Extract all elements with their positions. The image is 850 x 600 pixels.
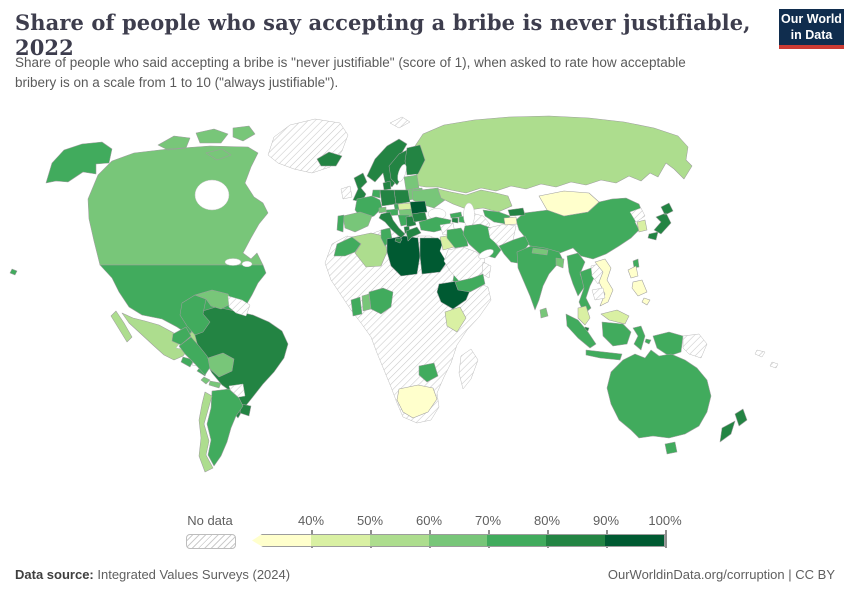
legend-tick-40: 40% [297,513,325,528]
region-algeria[interactable] [351,232,388,268]
persian-gulf-water [478,249,494,259]
footer-datasource: Data source: Integrated Values Surveys (… [15,567,290,582]
region-saudi-arabia[interactable] [443,246,487,283]
great-lakes-water2 [241,260,253,268]
legend-no-data-swatch[interactable] [186,534,236,549]
region-romania[interactable] [409,200,428,215]
legend-segment-40-50[interactable] [310,534,370,547]
region-ireland[interactable] [340,185,353,200]
region-bolivia[interactable] [207,352,235,378]
region-philippines[interactable] [627,265,651,306]
legend-tick-60: 60% [415,513,443,528]
region-panama[interactable] [208,380,222,389]
legend-segment-90-100[interactable] [605,534,666,547]
region-japan[interactable] [647,202,674,241]
page-subtitle: Share of people who said accepting a bri… [15,55,686,91]
region-kazakhstan[interactable] [437,188,513,213]
region-nepal[interactable] [531,247,549,256]
region-north-korea[interactable] [629,207,646,223]
region-mongolia[interactable] [538,190,600,217]
legend-segment-lt40[interactable] [252,534,311,547]
region-sri-lanka[interactable] [539,307,549,319]
region-germany[interactable] [379,189,397,207]
owid-logo-line2: in Data [790,28,833,42]
region-armenia[interactable] [451,217,459,224]
region-poland[interactable] [393,189,411,205]
legend-segment-80-90[interactable] [546,534,606,547]
footer-license: | CC BY [784,567,835,582]
region-costa-rica[interactable] [200,376,211,385]
region-switzerland[interactable] [378,206,387,214]
footer-datasource-label: Data source: [15,567,94,582]
region-zimbabwe[interactable] [418,362,439,383]
owid-logo: Our World in Data [779,9,844,49]
region-south-africa[interactable] [396,384,438,419]
region-oman[interactable] [481,261,492,279]
region-papua-new-guinea[interactable] [682,333,708,359]
owid-logo-line1: Our World [781,11,842,26]
page-title: Share of people who say accepting a brib… [15,10,751,60]
world-map-svg [9,115,779,473]
region-finland[interactable] [404,144,426,176]
great-lakes-water [224,258,242,266]
world-choropleth-map [0,103,850,518]
region-india[interactable] [516,245,564,311]
region-tajikistan[interactable] [503,216,518,226]
legend-color-bar [252,534,666,547]
region-yemen[interactable] [454,273,486,293]
region-cambodia[interactable] [591,287,606,301]
legend-no-data-label: No data [187,513,233,528]
hudson-bay-water [194,179,230,211]
region-indonesia[interactable] [565,313,684,361]
legend-tick-50: 50% [356,513,384,528]
footer-datasource-text: Integrated Values Surveys (2024) [93,567,291,582]
legend-tick-70: 70% [474,513,502,528]
region-baltics[interactable] [403,174,420,191]
region-guyanas[interactable] [227,295,251,317]
region-bangladesh[interactable] [555,257,565,269]
region-portugal[interactable] [336,214,345,233]
region-argentina[interactable] [206,388,244,467]
region-chile[interactable] [198,391,214,473]
legend-segment-70-80[interactable] [487,534,547,547]
region-vietnam[interactable] [594,258,614,307]
legend-tick-mark [665,530,667,548]
region-benelux[interactable] [371,189,381,199]
legend-tick-80: 80% [533,513,561,528]
caspian-sea-water [463,202,475,228]
region-svalbard[interactable] [389,116,411,129]
region-kenya[interactable] [444,306,467,333]
region-ghana[interactable] [350,296,363,317]
region-canada[interactable] [87,125,269,266]
region-nigeria[interactable] [368,287,394,315]
region-russia[interactable] [412,115,693,194]
region-malaysia[interactable] [577,305,630,326]
region-kyrgyzstan[interactable] [507,207,526,217]
region-denmark[interactable] [382,180,392,191]
legend-segment-60-70[interactable] [428,534,488,547]
footer-attribution: OurWorldinData.org/corruption | CC BY [608,567,835,582]
region-alaska[interactable] [45,141,113,184]
legend-tick-100: 100% [648,513,682,528]
baltic-sea-water [397,164,407,182]
region-new-zealand[interactable] [719,408,748,443]
region-italy[interactable] [378,211,406,244]
footer-link[interactable]: OurWorldinData.org/corruption [607,567,785,582]
region-madagascar[interactable] [458,348,479,390]
legend-tick-90: 90% [592,513,620,528]
region-taiwan[interactable] [632,258,640,269]
region-south-korea[interactable] [636,219,648,233]
region-venezuela[interactable] [194,289,233,310]
region-greece[interactable] [405,226,422,242]
region-iraq[interactable] [446,227,469,249]
legend-segment-50-60[interactable] [369,534,429,547]
region-united-kingdom[interactable] [352,172,368,203]
region-egypt[interactable] [419,237,448,275]
region-australia[interactable] [606,349,712,455]
region-iceland[interactable] [316,151,343,167]
region-pacific-islands[interactable] [754,349,779,369]
region-spain[interactable] [342,211,373,233]
